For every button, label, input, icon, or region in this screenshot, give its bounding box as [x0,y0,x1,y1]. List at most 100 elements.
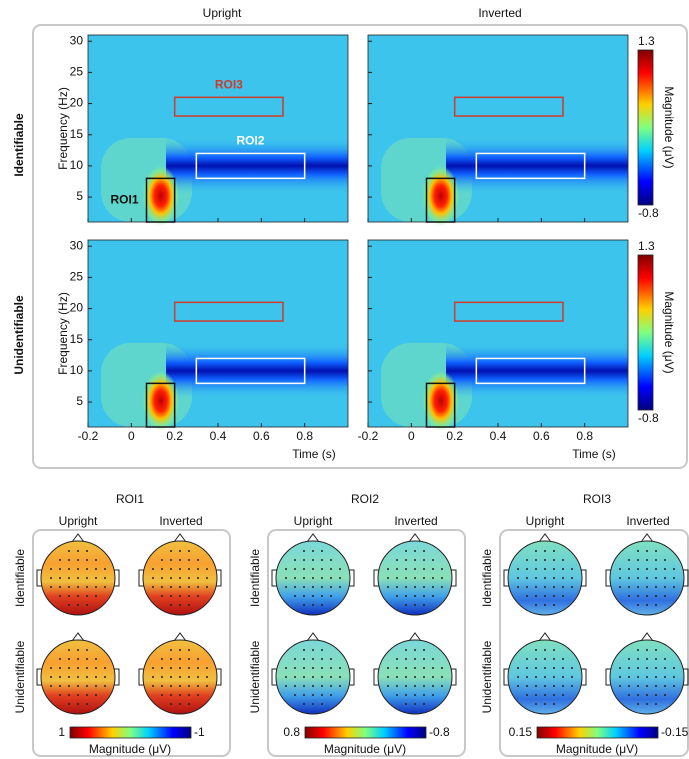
electrode [303,667,305,669]
x-axis-label: Time (s) [292,447,336,461]
electrode [423,703,425,705]
electrode [553,604,555,606]
electrode [655,676,657,678]
electrode [86,694,88,696]
electrode [571,577,573,579]
electrode [571,568,573,570]
electrode [526,667,528,669]
electrode [619,568,621,570]
electrode [544,595,546,597]
electrode [432,586,434,588]
y-tick-label: 30 [70,238,84,252]
heatmap-band [446,342,628,399]
electrode [432,676,434,678]
electrode [86,559,88,561]
y-tick-label: 10 [70,158,84,172]
electrode [188,676,190,678]
roi-label: ROI1 [110,192,138,206]
electrode [303,604,305,606]
electrode [330,685,332,687]
electrode [535,676,537,678]
electrode [544,568,546,570]
y-tick-label: 20 [70,96,84,110]
x-tick-label: 0.4 [490,429,507,443]
electrode [188,586,190,588]
electrode [312,586,314,588]
electrode [86,649,88,651]
electrode [526,694,528,696]
electrode [206,577,208,579]
electrode [655,550,657,552]
electrode [526,577,528,579]
electrode [95,685,97,687]
electrode [562,595,564,597]
electrode [396,676,398,678]
electrode [655,604,657,606]
electrode [544,586,546,588]
electrode [197,559,199,561]
electrode [77,658,79,660]
electrode [646,586,648,588]
electrode [396,559,398,561]
electrode [59,694,61,696]
x-tick-label: 0.2 [166,429,183,443]
electrode [664,676,666,678]
electrode [294,586,296,588]
electrode [571,586,573,588]
electrode [68,595,70,597]
electrode [170,604,172,606]
electrode [553,559,555,561]
topo-colorbar-right: -0.15 [661,725,689,739]
electrode [673,676,675,678]
electrode [86,703,88,705]
electrode [285,685,287,687]
electrode [619,586,621,588]
electrode [68,577,70,579]
electrode [68,604,70,606]
y-axis-label: Frequency (Hz) [56,87,70,170]
x-tick-label: 0.8 [296,429,313,443]
roi-box [195,152,306,180]
electrode [628,667,630,669]
roi-box [173,96,284,117]
electrode [77,604,79,606]
electrode [179,604,181,606]
electrode [628,559,630,561]
electrode [562,577,564,579]
electrode [396,586,398,588]
topo-row-title: Unidentifiable [13,640,27,713]
electrode [646,676,648,678]
electrode [673,685,675,687]
colorbar [637,254,654,411]
electrode [321,586,323,588]
electrode [432,685,434,687]
electrode [655,658,657,660]
electrode [637,550,639,552]
electrode [59,676,61,678]
electrode [59,685,61,687]
electrode [188,559,190,561]
electrode [646,595,648,597]
electrode [294,658,296,660]
electrode [637,559,639,561]
electrode [517,577,519,579]
x-tick-label: -0.2 [78,429,99,443]
electrode [170,559,172,561]
electrode [396,577,398,579]
electrode [59,667,61,669]
electrode [68,667,70,669]
electrode [294,694,296,696]
electrode [321,577,323,579]
electrode [423,604,425,606]
roi-label: ROI3 [215,78,243,92]
electrode [423,568,425,570]
nose [173,533,187,543]
roi-box [195,357,306,385]
topo-row-title: Unidentifiable [248,640,262,713]
electrode [432,694,434,696]
electrode [170,685,172,687]
y-tick-label: 30 [70,33,84,47]
electrode [414,559,416,561]
heatmap-band [446,137,628,194]
heatmap-blob [422,165,459,226]
